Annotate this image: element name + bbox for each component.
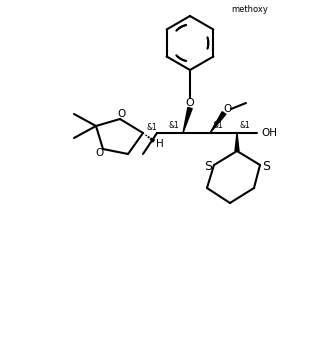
Text: O: O xyxy=(96,148,104,158)
Polygon shape xyxy=(235,133,239,151)
Text: &1: &1 xyxy=(169,122,179,130)
Text: O: O xyxy=(186,98,194,108)
Text: methoxy: methoxy xyxy=(232,5,268,14)
Text: S: S xyxy=(204,161,212,174)
Text: H: H xyxy=(156,139,164,149)
Text: O: O xyxy=(223,104,231,114)
Polygon shape xyxy=(210,112,226,133)
Text: &1: &1 xyxy=(213,122,223,130)
Text: OH: OH xyxy=(261,128,277,138)
Text: &1: &1 xyxy=(240,122,250,130)
Text: S: S xyxy=(262,161,270,174)
Polygon shape xyxy=(183,107,192,133)
Text: &1: &1 xyxy=(147,123,157,132)
Text: O: O xyxy=(118,109,126,119)
